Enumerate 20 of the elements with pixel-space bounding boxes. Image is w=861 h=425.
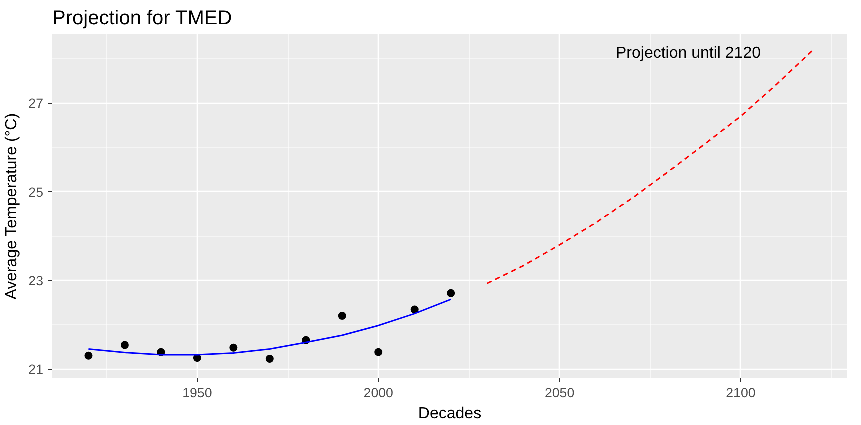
point [230, 344, 238, 352]
point [374, 348, 383, 356]
point [120, 341, 129, 350]
x-tick-label: 2000 [364, 386, 394, 400]
point [266, 355, 274, 363]
y-tick-label: 21 [28, 362, 44, 378]
point [84, 352, 93, 360]
y-tick-label: 23 [28, 274, 44, 289]
point [338, 312, 346, 320]
x-axis-title: Decades [418, 406, 482, 422]
point [447, 289, 456, 298]
y-tick-label: 27 [28, 96, 44, 112]
x-tick-label: 2050 [544, 386, 575, 400]
point [410, 306, 419, 314]
y-tick-label: 25 [28, 184, 44, 200]
annotation: Projection until 2120 [616, 44, 762, 62]
x-tick-label: 2100 [726, 386, 756, 400]
x-tick-label: 1950 [182, 386, 212, 400]
y-axis-title: Average Temperature (°C) [4, 113, 21, 300]
chart-title: Projection for TMED [52, 8, 232, 30]
